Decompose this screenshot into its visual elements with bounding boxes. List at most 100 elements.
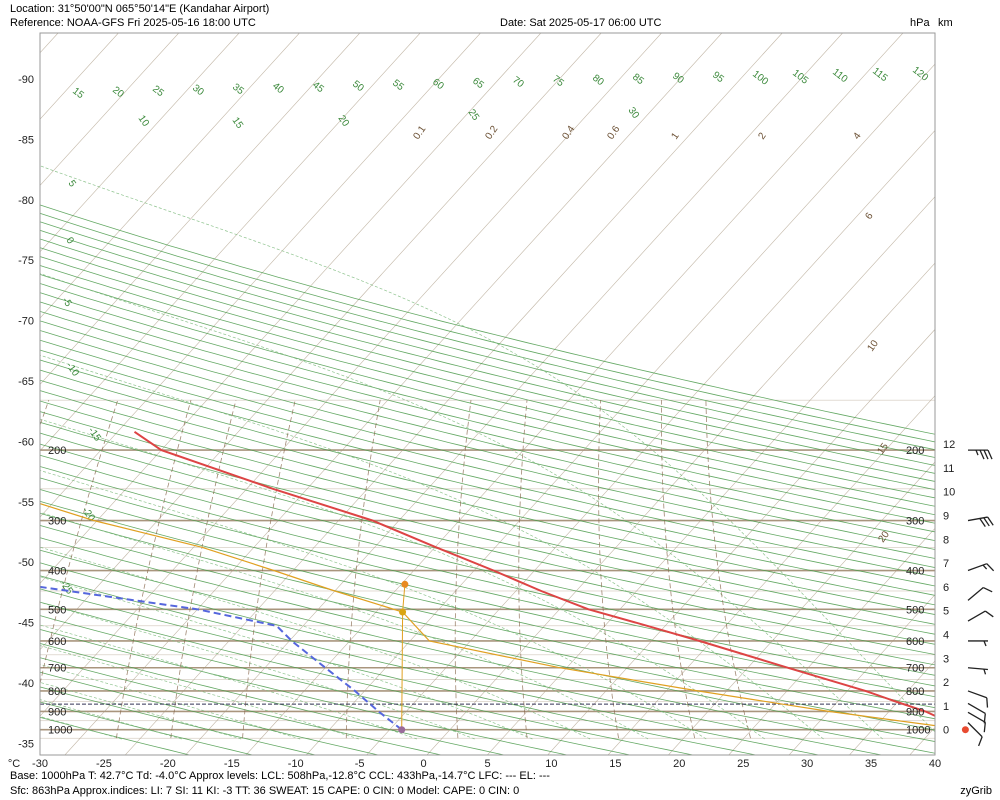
- dry-adiabat: [40, 537, 935, 742]
- x-tick-label: 20: [673, 758, 685, 770]
- isotherm: [426, 196, 935, 755]
- isotherm: [547, 328, 935, 755]
- isotherm: [487, 262, 935, 755]
- dry-adiabat: [40, 379, 935, 596]
- isotherm: [40, 33, 361, 385]
- location-text: Location: 31°50'00"N 065°50'14"E (Kandah…: [10, 3, 270, 15]
- grid-lines: [40, 33, 1000, 755]
- marker-base-dewpoint: [398, 726, 406, 734]
- moist-adiabat: [40, 354, 824, 740]
- date-text: Date: Sat 2025-05-17 06:00 UTC: [500, 17, 662, 29]
- dewpoint-profile: [40, 585, 403, 731]
- wind-barb-half: [982, 564, 988, 570]
- mixing-ratio-line: [345, 400, 381, 739]
- left-tick-label: -70: [18, 316, 34, 328]
- left-tick-label: -90: [18, 74, 34, 86]
- dry-adiabat: [40, 310, 935, 533]
- x-tick-label: -15: [224, 758, 240, 770]
- pressure-label-right: 900: [906, 706, 924, 718]
- plot-frame: [39, 32, 936, 756]
- height-tick-label: 3: [943, 653, 949, 665]
- pressure-label-left: 300: [48, 516, 66, 528]
- isotherm: [40, 33, 421, 452]
- x-tick-label: 15: [609, 758, 621, 770]
- moist-adiabat-label: 0: [64, 235, 76, 246]
- isotherm: [40, 33, 179, 186]
- plot-area: [40, 33, 935, 755]
- wind-barb-full: [983, 713, 986, 724]
- pressure-label-left: 400: [48, 566, 66, 578]
- wind-barb-full: [983, 586, 993, 593]
- mixing-ratio-line: [116, 399, 192, 739]
- pressure-label-right: 600: [906, 636, 924, 648]
- dry-adiabat: [40, 359, 935, 578]
- height-tick-label: 10: [943, 487, 955, 499]
- dry-adiabat: [40, 330, 935, 550]
- x-tick-label: 35: [865, 758, 877, 770]
- dry-adiabat: [40, 292, 935, 516]
- x-tick-label: -30: [32, 758, 48, 770]
- dry-adiabat: [40, 212, 935, 443]
- dry-adiabat: [40, 229, 935, 458]
- parcel-profile: [40, 503, 935, 727]
- dry-adiabat: [40, 588, 756, 755]
- height-unit-label: km: [938, 17, 953, 29]
- pressure-label-left: 600: [48, 636, 66, 648]
- dry-adiabat: [40, 500, 935, 709]
- dry-adiabat: [40, 247, 935, 474]
- dry-adiabat: [40, 524, 935, 731]
- dry-adiabat: [40, 283, 935, 507]
- wind-barbs: [967, 449, 995, 747]
- moist-adiabat: [40, 699, 182, 740]
- wind-barb: [967, 586, 993, 601]
- wind-barb-half: [975, 449, 979, 456]
- isotherm: [185, 33, 843, 755]
- wind-barb-half: [983, 668, 987, 675]
- dry-adiabat: [40, 349, 935, 568]
- isotherm: [125, 33, 783, 755]
- moist-adiabat: [40, 165, 935, 733]
- moist-adiabat: [40, 601, 475, 740]
- left-tick-label: -60: [18, 436, 34, 448]
- left-tick-label: -45: [18, 618, 34, 630]
- x-tick-label: -10: [288, 758, 304, 770]
- dry-adiabat: [40, 369, 935, 587]
- height-tick-label: 1: [943, 701, 949, 713]
- left-tick-label: -40: [18, 678, 34, 690]
- mixing-ratio-line: [518, 400, 528, 739]
- dry-adiabat: [40, 549, 935, 754]
- isotherm: [40, 33, 240, 253]
- dry-adiabat: [40, 512, 935, 720]
- dry-adiabat: [40, 432, 935, 645]
- left-tick-label: -85: [18, 134, 34, 146]
- pressure-unit-label: hPa: [910, 17, 930, 29]
- height-tick-label: 11: [943, 463, 954, 475]
- dry-adiabat: [40, 339, 935, 559]
- isotherm: [40, 33, 662, 717]
- wind-barb: [967, 690, 989, 708]
- isotherm: [728, 527, 935, 755]
- isotherm: [970, 33, 1000, 755]
- wind-barb-staff: [967, 610, 986, 622]
- height-tick-label: 12: [943, 439, 955, 451]
- x-tick-label: -5: [355, 758, 365, 770]
- height-tick-label: 4: [943, 630, 949, 642]
- pressure-label-right: 300: [906, 516, 924, 528]
- wind-barb-staff: [967, 711, 986, 723]
- dry-adiabat: [40, 256, 935, 482]
- height-tick-label: 6: [943, 582, 949, 594]
- wind-barb-staff: [967, 667, 988, 671]
- mixing-ratio-label: 6: [863, 210, 875, 221]
- reference-text: Reference: NOAA-GFS Fri 2025-05-16 18:00…: [10, 17, 256, 29]
- moist-adiabat: [40, 511, 649, 740]
- wind-barb-full: [987, 516, 994, 526]
- left-tick-label: -35: [18, 738, 34, 750]
- moist-adiabat: [40, 664, 301, 740]
- wind-barb: [967, 722, 983, 747]
- x-tick-label: -25: [96, 758, 112, 770]
- dry-adiabat: [40, 575, 819, 755]
- pressure-label-right: 700: [906, 663, 924, 675]
- moist-adiabat: [40, 470, 707, 740]
